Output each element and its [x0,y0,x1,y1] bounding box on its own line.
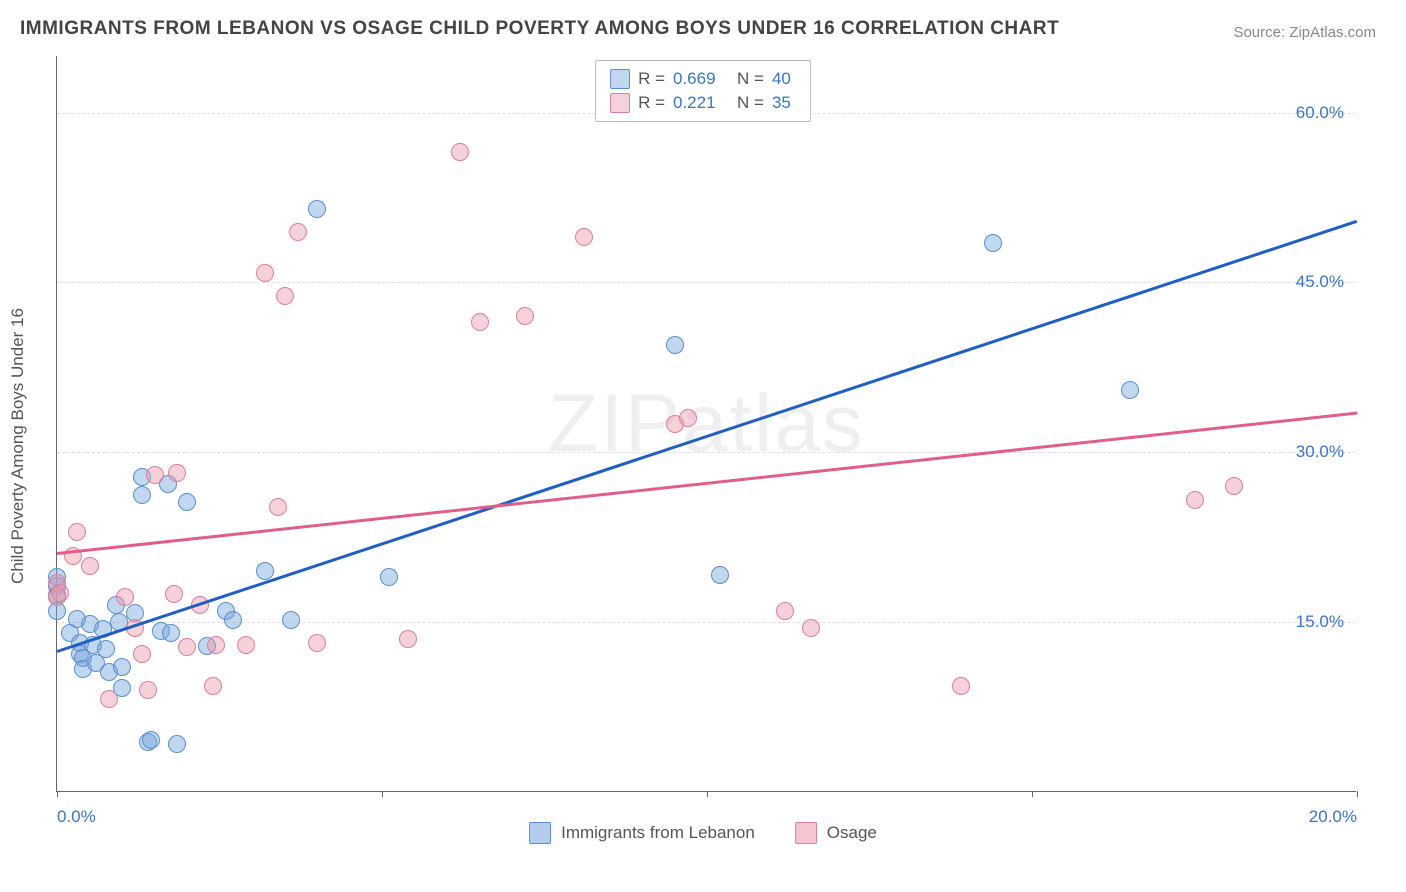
scatter-point [224,611,242,629]
scatter-point [308,200,326,218]
scatter-point [575,228,593,246]
scatter-point [204,677,222,695]
x-tick-mark [707,791,708,797]
scatter-point [133,645,151,663]
scatter-point [146,466,164,484]
scatter-point [116,588,134,606]
scatter-point [113,658,131,676]
scatter-point [289,223,307,241]
watermark: ZIPatlas [548,377,865,471]
scatter-point [269,498,287,516]
scatter-point [51,584,69,602]
scatter-point [471,313,489,331]
scatter-point [276,287,294,305]
x-tick-mark [1357,791,1358,797]
x-tick-label: 0.0% [57,807,96,827]
scatter-point [308,634,326,652]
legend-item: Immigrants from Lebanon [529,822,755,844]
source-label: Source: ZipAtlas.com [1233,24,1376,41]
scatter-point [282,611,300,629]
scatter-point [1186,491,1204,509]
legend-row: R = 0.669 N = 40 [610,67,796,91]
scatter-point [679,409,697,427]
scatter-point [802,619,820,637]
scatter-point [100,690,118,708]
x-tick-mark [1032,791,1033,797]
legend-n-value: 35 [772,93,796,113]
legend-n-value: 40 [772,69,796,89]
scatter-point [139,681,157,699]
legend-r-label: R = [638,93,665,113]
series-legend: Immigrants from Lebanon Osage [529,822,877,844]
correlation-legend: R = 0.669 N = 40 R = 0.221 N = 35 [595,60,811,122]
scatter-point [68,523,86,541]
x-tick-label: 20.0% [1309,807,1357,827]
gridline [57,622,1356,623]
trend-line [57,220,1358,653]
scatter-point [178,493,196,511]
scatter-point [1121,381,1139,399]
y-tick-label: 60.0% [1296,103,1344,123]
scatter-point [142,731,160,749]
x-tick-mark [57,791,58,797]
scatter-point [1225,477,1243,495]
scatter-point [97,640,115,658]
legend-swatch [529,822,551,844]
scatter-point [168,735,186,753]
legend-n-label: N = [737,69,764,89]
scatter-point [711,566,729,584]
scatter-point [399,630,417,648]
legend-row: R = 0.221 N = 35 [610,91,796,115]
scatter-point [168,464,186,482]
scatter-point [516,307,534,325]
y-tick-label: 30.0% [1296,442,1344,462]
legend-r-value: 0.221 [673,93,729,113]
legend-swatch [610,69,630,89]
legend-r-value: 0.669 [673,69,729,89]
scatter-point [666,336,684,354]
legend-n-label: N = [737,93,764,113]
scatter-point [776,602,794,620]
trend-line [57,412,1357,555]
legend-label: Immigrants from Lebanon [561,823,755,843]
scatter-point [256,264,274,282]
gridline [57,452,1356,453]
scatter-point [984,234,1002,252]
y-axis-label: Child Poverty Among Boys Under 16 [8,308,28,584]
scatter-point [178,638,196,656]
x-tick-mark [382,791,383,797]
y-tick-label: 45.0% [1296,272,1344,292]
y-tick-label: 15.0% [1296,612,1344,632]
scatter-point [952,677,970,695]
plot-area: ZIPatlas 15.0%30.0%45.0%60.0%0.0%20.0% [56,56,1356,792]
scatter-point [451,143,469,161]
scatter-point [162,624,180,642]
chart-title: IMMIGRANTS FROM LEBANON VS OSAGE CHILD P… [20,18,1059,40]
scatter-point [207,636,225,654]
legend-item: Osage [795,822,877,844]
legend-swatch [610,93,630,113]
scatter-point [237,636,255,654]
legend-r-label: R = [638,69,665,89]
scatter-point [256,562,274,580]
scatter-point [81,557,99,575]
legend-label: Osage [827,823,877,843]
legend-swatch [795,822,817,844]
scatter-point [133,486,151,504]
scatter-point [380,568,398,586]
scatter-point [165,585,183,603]
